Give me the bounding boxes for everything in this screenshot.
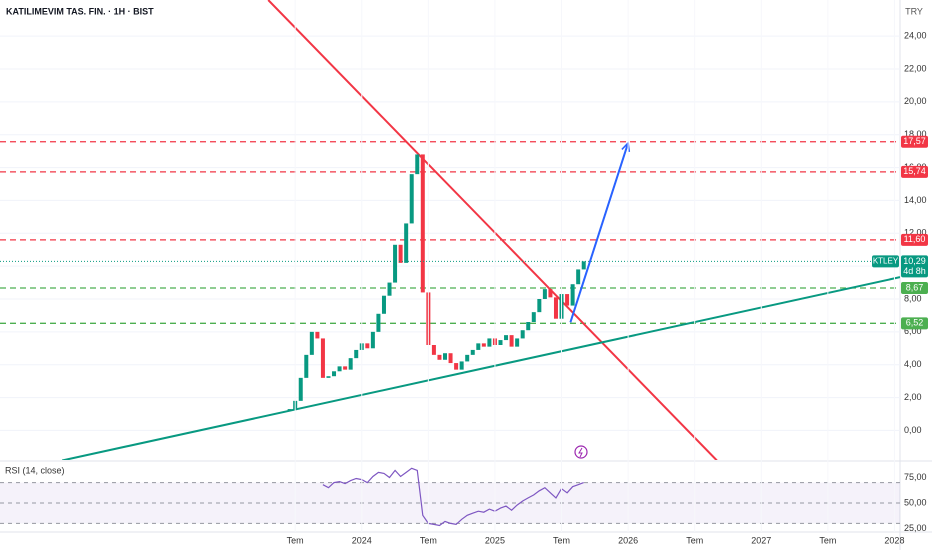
candle (570, 284, 575, 306)
candle (287, 409, 292, 411)
level-label: 15,74 (903, 166, 926, 176)
candle (565, 294, 570, 306)
candle (387, 282, 392, 296)
symbol-label: KTLEY (873, 256, 899, 265)
rsi-label: RSI (14, close) (5, 465, 65, 475)
level-badge (901, 165, 928, 178)
candle (354, 349, 359, 359)
alert-icon (574, 445, 588, 459)
trend-line (569, 142, 630, 323)
candle (437, 354, 442, 360)
candle (431, 345, 436, 355)
level-badge (901, 233, 928, 246)
candle (348, 358, 353, 370)
x-tick-label: Tem (819, 535, 836, 545)
candle (332, 371, 337, 377)
candle (393, 244, 398, 283)
x-tick-label: 2028 (884, 535, 904, 545)
candle (365, 343, 370, 349)
level-label: 11,60 (904, 234, 926, 244)
currency: TRY (905, 6, 923, 16)
rsi-pane (0, 467, 900, 527)
candle (526, 322, 531, 331)
last-price-label: 10,29 (903, 256, 926, 266)
y-tick-label: 18,00 (904, 129, 927, 139)
candle (304, 354, 309, 378)
candle (520, 330, 525, 339)
x-tick-label: Tem (686, 535, 703, 545)
y-tick-label: 20,00 (904, 96, 927, 106)
rsi-tick-label: 25,00 (904, 523, 927, 533)
countdown: 4d 8h (903, 266, 926, 276)
x-tick-label: Tem (553, 535, 570, 545)
candle (376, 313, 381, 332)
chart-title: KATILIMEVIM TAS. FIN. · 1H · BIST (6, 6, 154, 16)
rsi-tick-label: 50,00 (904, 497, 927, 507)
price-pane (0, 0, 900, 460)
rsi-line (322, 467, 584, 527)
level-badge (901, 317, 928, 330)
candle (337, 366, 342, 372)
candle (298, 377, 303, 401)
rsi-tick-label: 75,00 (904, 472, 927, 482)
y-tick-label: 4,00 (904, 359, 922, 369)
candle (476, 343, 481, 350)
candle (370, 331, 375, 349)
x-tick-label: 2027 (751, 535, 771, 545)
candle (581, 261, 586, 270)
candle (576, 269, 581, 285)
level-label: 8,67 (906, 282, 924, 292)
candle (470, 349, 475, 355)
price-badge (901, 255, 928, 278)
y-tick-label: 8,00 (904, 293, 922, 303)
candle (448, 353, 453, 364)
candle (542, 289, 547, 299)
x-tick-label: Tem (420, 535, 437, 545)
candle (309, 331, 314, 355)
y-tick-label: 14,00 (904, 195, 927, 205)
x-tick-label: 2024 (352, 535, 372, 545)
candle (398, 244, 403, 263)
y-tick-label: 24,00 (904, 31, 927, 41)
candle (537, 299, 542, 313)
y-tick-label: 6,00 (904, 326, 922, 336)
candle (315, 331, 320, 339)
x-tick-label: 2025 (485, 535, 505, 545)
candle (504, 335, 509, 341)
y-tick-label: 22,00 (904, 63, 927, 73)
level-label: 17,57 (903, 136, 926, 146)
candle (381, 295, 386, 314)
candle (498, 340, 503, 345)
candle (326, 376, 331, 378)
candle (531, 312, 536, 322)
candle (420, 154, 425, 293)
candle (553, 297, 558, 319)
candle (548, 289, 553, 298)
candle (409, 174, 414, 224)
candle (320, 338, 325, 378)
candle (515, 338, 520, 347)
candle (443, 353, 448, 360)
x-tick-label: 2026 (618, 535, 638, 545)
level-badge (901, 135, 928, 148)
x-tick-label: Tem (287, 535, 304, 545)
level-badge (901, 281, 928, 294)
candle (404, 223, 409, 263)
candle (487, 338, 492, 347)
candle (509, 335, 514, 347)
candle (343, 366, 348, 370)
y-tick-label: 12,00 (904, 228, 927, 238)
candle (481, 343, 486, 347)
y-tick-label: 2,00 (904, 392, 922, 402)
candle (454, 363, 459, 370)
candle (415, 154, 420, 175)
candle (465, 354, 470, 362)
level-label: 6,52 (906, 318, 924, 328)
y-tick-label: 0,00 (904, 425, 922, 435)
candle (459, 361, 464, 370)
trend-line (267, 0, 718, 460)
symbol-badge (872, 255, 899, 268)
trend-line (61, 276, 900, 460)
